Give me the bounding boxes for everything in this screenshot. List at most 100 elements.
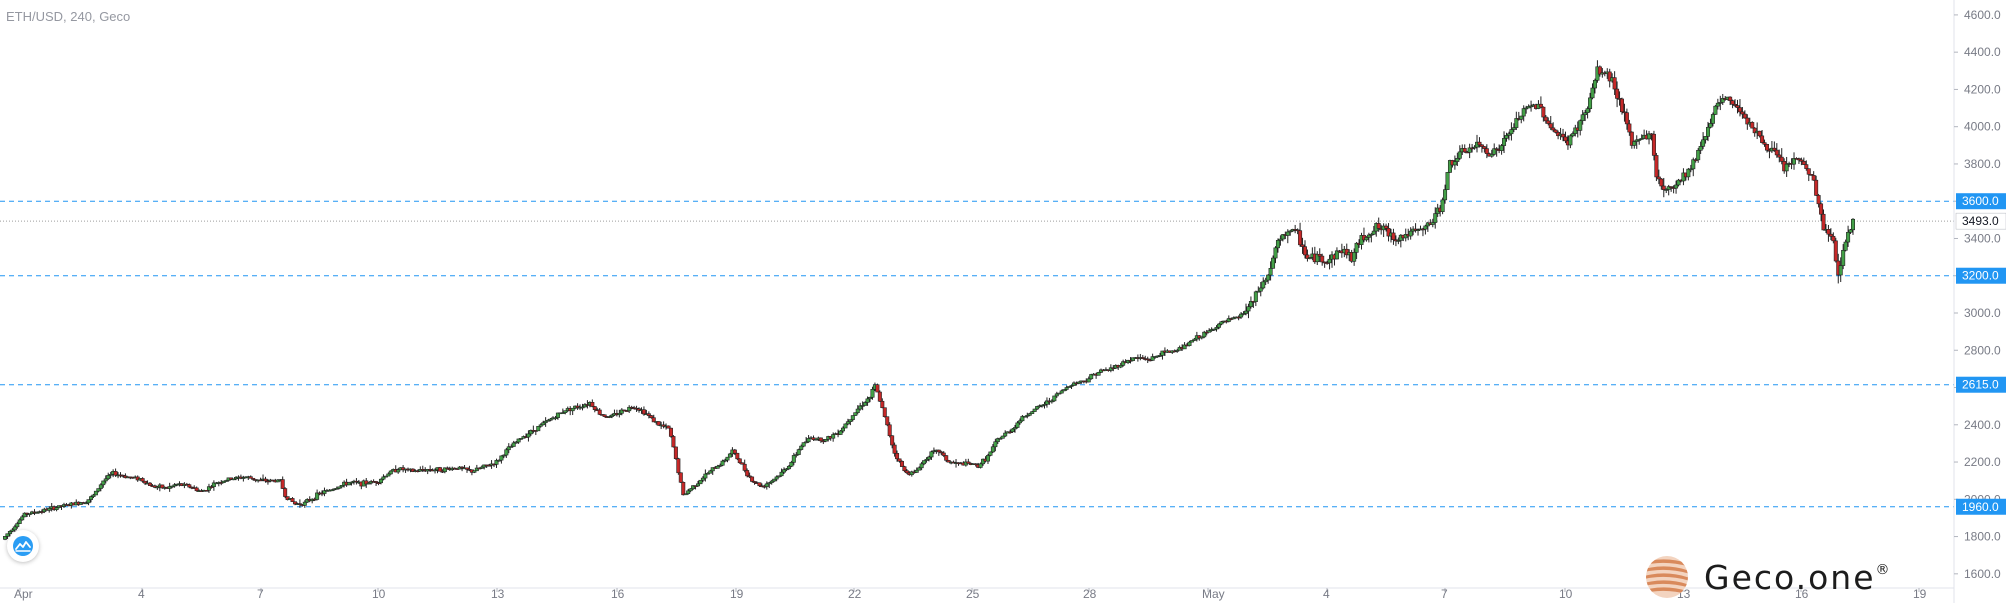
candle-up — [1580, 110, 1585, 125]
candle-up — [1022, 415, 1027, 418]
candle-body — [1096, 372, 1101, 376]
candle-down — [944, 455, 949, 463]
candle-up — [1067, 386, 1072, 388]
candle-up — [1214, 325, 1219, 332]
candle-body — [211, 482, 216, 488]
candle-body — [329, 489, 334, 492]
candle-down — [1317, 248, 1322, 263]
candle-body — [1049, 400, 1054, 403]
candle-up — [504, 447, 509, 458]
last-price-badge — [1955, 212, 2006, 230]
candle-body — [388, 470, 393, 475]
candle-down — [1742, 110, 1747, 119]
candle-body — [1718, 102, 1723, 104]
candle-body — [472, 470, 477, 473]
candle-body — [519, 438, 524, 440]
candle-up — [5, 533, 10, 539]
candle-body — [1118, 365, 1123, 368]
candle-body — [1364, 237, 1369, 241]
candle-body — [1396, 240, 1401, 242]
candle-body — [683, 493, 688, 496]
candle-down — [364, 477, 369, 488]
candle-body — [1529, 105, 1534, 108]
candle-down — [401, 465, 406, 473]
candle-body — [1578, 120, 1583, 131]
candle-up — [1130, 357, 1135, 362]
candle-up — [506, 443, 511, 454]
candle-down — [160, 484, 165, 489]
candle-body — [1674, 184, 1679, 189]
candle-down — [887, 422, 892, 438]
candle-body — [799, 445, 804, 450]
candle-up — [720, 459, 725, 467]
candle-body — [877, 391, 882, 402]
x-tick-label: 4 — [138, 587, 145, 601]
candle-body — [526, 433, 531, 438]
candle-body — [1792, 158, 1797, 165]
candle-up — [555, 412, 560, 420]
candle-up — [926, 455, 931, 462]
candle-down — [187, 483, 192, 489]
candle-body — [1020, 416, 1025, 422]
candle-body — [1302, 246, 1307, 256]
candle-down — [209, 484, 214, 489]
candle-body — [1710, 114, 1715, 124]
candle-up — [609, 413, 614, 419]
candle-body — [187, 484, 192, 488]
candle-up — [691, 485, 696, 491]
candle-up — [347, 482, 352, 486]
candle-body — [737, 458, 742, 464]
candle-down — [1344, 243, 1349, 259]
candle-up — [1396, 237, 1401, 245]
candle-down — [1752, 127, 1757, 137]
candle-body — [764, 483, 769, 487]
candle-up — [1676, 178, 1681, 187]
candle-up — [617, 409, 622, 418]
candle-up — [843, 423, 848, 429]
candle-body — [720, 460, 725, 466]
candle-body — [863, 402, 868, 406]
candle-down — [1659, 178, 1664, 190]
candle-down — [1391, 228, 1396, 245]
cloud-chart-icon[interactable] — [7, 530, 39, 562]
candle-body — [170, 485, 175, 488]
candle-up — [919, 461, 924, 471]
candle-up — [688, 488, 693, 493]
candle-up — [1371, 225, 1376, 236]
candle-body — [1688, 168, 1693, 171]
candle-down — [747, 472, 752, 479]
candle-up — [1467, 143, 1472, 159]
candle-down — [152, 484, 157, 489]
candle-up — [496, 459, 501, 462]
candle-body — [1757, 130, 1762, 137]
candle-body — [541, 422, 546, 426]
candle-up — [15, 521, 20, 529]
candle-body — [929, 451, 934, 458]
candle-up — [560, 408, 565, 414]
candle-body — [789, 462, 794, 467]
candle-down — [1735, 99, 1740, 114]
candle-up — [472, 470, 477, 474]
candle-down — [875, 383, 880, 393]
candle-down — [1479, 144, 1484, 153]
candle-down — [646, 411, 651, 419]
candle-up — [1212, 328, 1217, 331]
candle-body — [1659, 178, 1664, 187]
candle-body — [1627, 123, 1632, 133]
y-tick-label: 3400.0 — [1964, 231, 2001, 245]
candle-body — [1315, 253, 1320, 263]
candle-up — [1686, 167, 1691, 181]
candle-body — [1015, 422, 1020, 428]
candle-body — [1010, 428, 1015, 433]
candle-body — [1777, 154, 1782, 158]
candle-body — [973, 463, 978, 466]
candle-up — [1315, 251, 1320, 266]
level-price-label: 3200.0 — [1962, 269, 1999, 283]
candle-body — [224, 480, 229, 482]
candle-body — [113, 471, 118, 476]
candle-body — [880, 400, 885, 409]
candle-body — [1524, 107, 1529, 110]
candle-up — [538, 423, 543, 428]
